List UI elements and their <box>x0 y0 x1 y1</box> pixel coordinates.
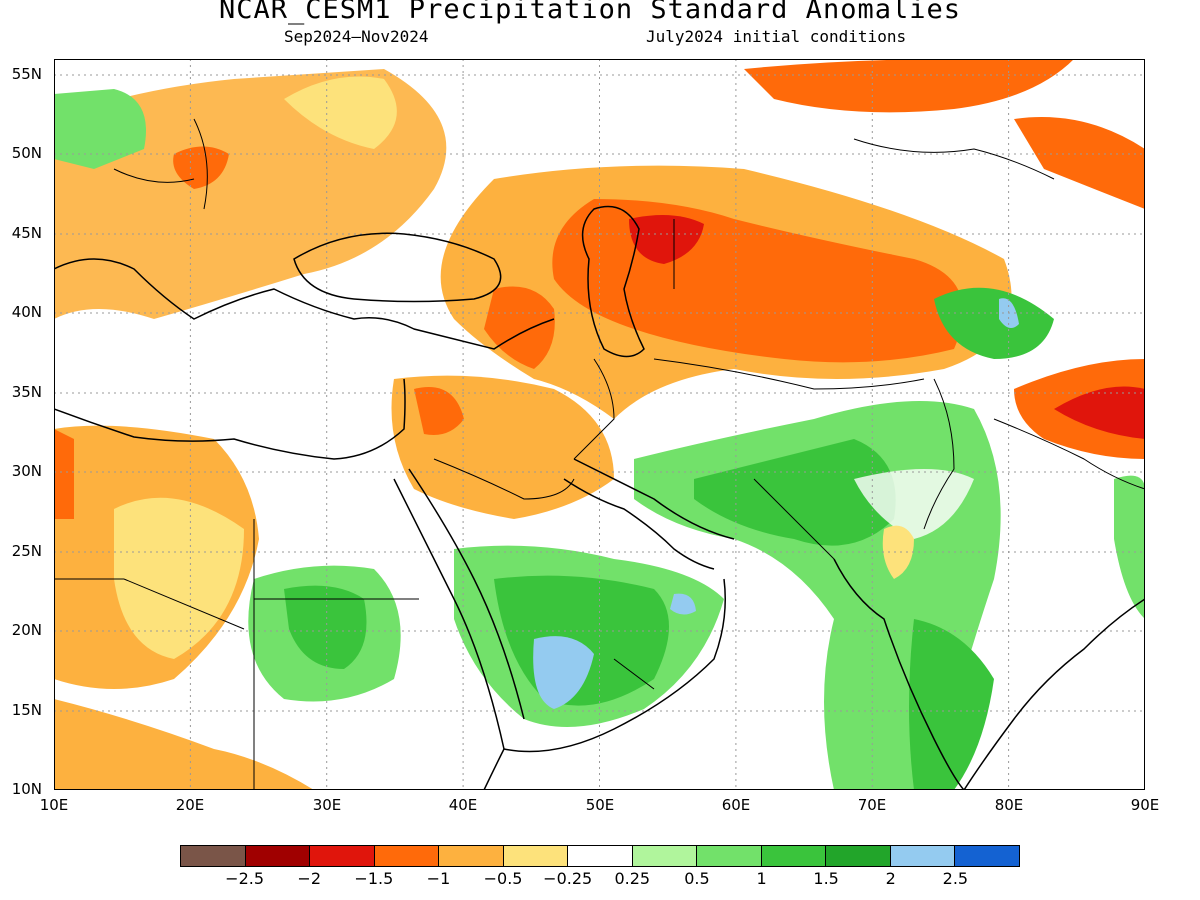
lon-label: 10E <box>39 796 69 814</box>
colorbar-label: 2.5 <box>942 869 969 888</box>
colorbar-swatch <box>826 846 891 866</box>
colorbar-swatch <box>245 846 311 866</box>
colorbar-swatch <box>439 846 504 866</box>
lon-label: 30E <box>312 796 342 814</box>
colorbar <box>180 845 1020 867</box>
anomaly-map <box>54 59 1145 790</box>
initial-conditions: July2024 initial conditions <box>646 27 907 46</box>
lon-label: 20E <box>175 796 205 814</box>
colorbar-label: 0.25 <box>614 869 651 888</box>
lat-label: 55N <box>11 65 42 83</box>
map-frame <box>54 59 1145 790</box>
colorbar-swatch <box>568 846 633 866</box>
colorbar-swatch <box>632 846 698 866</box>
colorbar-swatch <box>310 846 375 866</box>
lon-label: 50E <box>585 796 615 814</box>
lat-label: 20N <box>11 621 42 639</box>
lat-label: 25N <box>11 542 42 560</box>
lat-label: 15N <box>11 701 42 719</box>
colorbar-label: 0.5 <box>684 869 710 888</box>
colorbar-label: −2.5 <box>225 869 265 888</box>
colorbar-swatch <box>374 846 440 866</box>
lon-label: 90E <box>1130 796 1160 814</box>
colorbar-label: −1 <box>426 869 451 888</box>
forecast-period: Sep2024–Nov2024 <box>284 27 429 46</box>
lat-label: 45N <box>11 224 42 242</box>
colorbar-swatch <box>697 846 762 866</box>
colorbar-label: −1.5 <box>354 869 394 888</box>
colorbar-label: 2 <box>885 869 896 888</box>
colorbar-label: −0.5 <box>483 869 523 888</box>
colorbar-swatch <box>181 846 246 866</box>
lon-label: 60E <box>721 796 751 814</box>
colorbar-swatch <box>761 846 827 866</box>
lon-label: 40E <box>448 796 478 814</box>
colorbar-label: 1 <box>756 869 767 888</box>
lon-label: 70E <box>857 796 887 814</box>
country-borders <box>54 118 1145 790</box>
colorbar-swatch <box>955 846 1019 866</box>
colorbar-swatch <box>503 846 569 866</box>
lon-label: 80E <box>994 796 1024 814</box>
lat-label: 40N <box>11 303 42 321</box>
lat-label: 35N <box>11 383 42 401</box>
colorbar-label: 1.5 <box>813 869 839 888</box>
coastlines <box>54 205 1145 790</box>
colorbar-swatch <box>890 846 956 866</box>
graticule-lines <box>54 59 1145 790</box>
map-title: NCAR_CESM1 Precipitation Standard Anomal… <box>219 0 961 25</box>
lat-label: 30N <box>11 462 42 480</box>
lat-label: 50N <box>11 144 42 162</box>
lat-label: 10N <box>11 780 42 798</box>
colorbar-label: −0.25 <box>543 869 593 888</box>
colorbar-label: −2 <box>297 869 322 888</box>
